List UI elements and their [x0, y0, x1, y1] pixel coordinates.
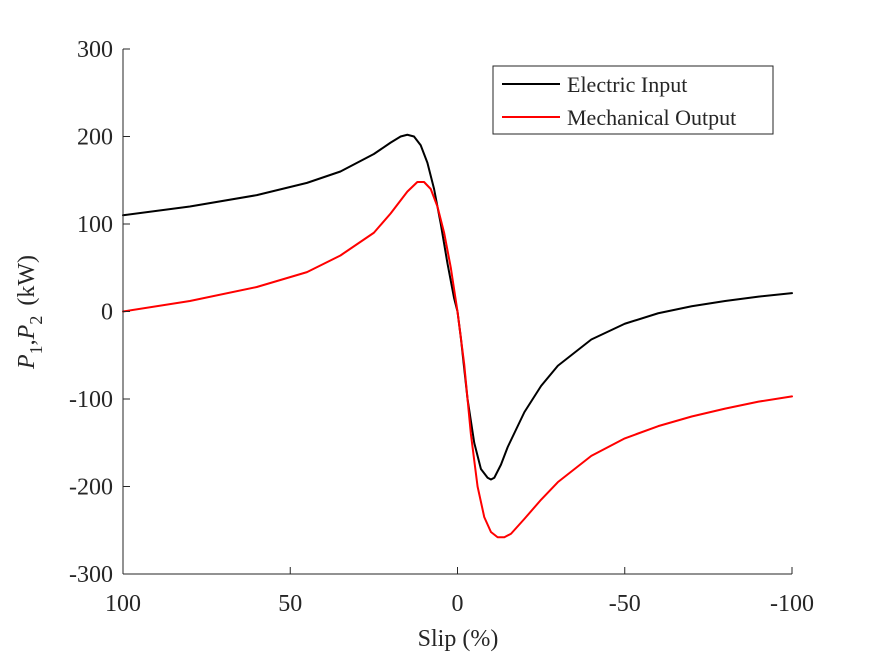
ticks-layer: 100 50 0 -50 -100 -300 -200 -100 0 100 200 300	[69, 37, 814, 617]
series-line-mechanical-output	[122, 181, 793, 539]
x-tick-label: -50	[609, 591, 641, 617]
legend-label-electric-input: Electric Input	[567, 72, 687, 97]
legend-box	[492, 65, 774, 135]
y-tick-label: 200	[77, 125, 113, 151]
y-tick-label: -300	[69, 562, 113, 588]
y-axis-label: P1,P2(kW)	[14, 255, 46, 370]
x-axis-label: Slip (%)	[418, 626, 499, 652]
y-tick-label: 300	[77, 37, 113, 63]
y-tick-label: -200	[69, 475, 113, 501]
legend: Electric Input Mechanical Output	[492, 65, 774, 135]
y-tick-label: 0	[101, 300, 113, 326]
x-tick-label: 0	[452, 591, 464, 617]
x-tick-label: 50	[278, 591, 302, 617]
x-tick-label: -100	[770, 591, 814, 617]
y-tick-label: 100	[77, 212, 113, 238]
series-layer	[122, 133, 793, 539]
legend-label-mechanical-output: Mechanical Output	[567, 105, 736, 130]
x-tick-label: 100	[105, 591, 141, 617]
y-tick-label: -100	[69, 387, 113, 413]
